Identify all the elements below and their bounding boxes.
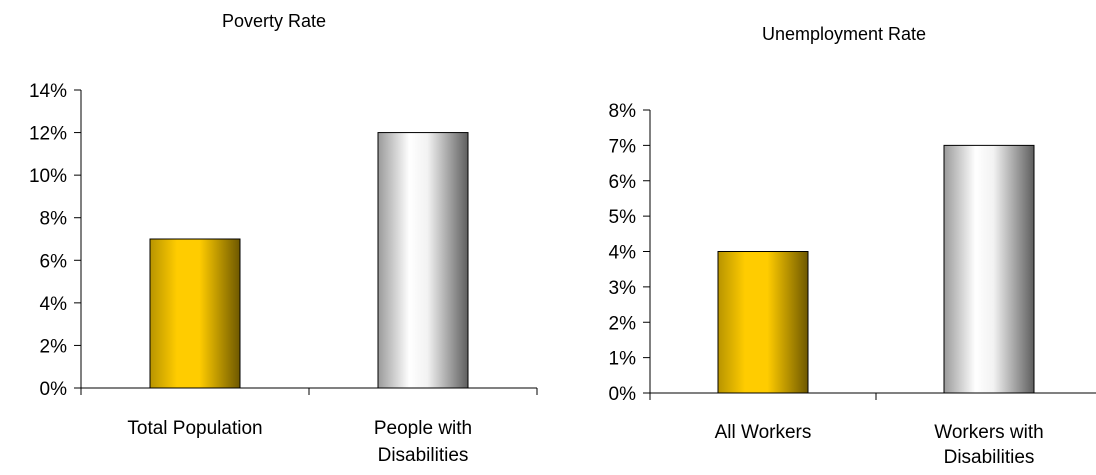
unemployment-y-tick-label: 4%	[609, 243, 637, 264]
poverty-labels: Total Population People with Disabilities	[127, 418, 472, 466]
poverty-axes: 0% 2% 4% 6% 8% 10% 12% 14%	[29, 81, 538, 400]
poverty-y-tick-label: 4%	[40, 294, 68, 315]
unemployment-y-tick-label: 5%	[609, 207, 637, 228]
poverty-category-label-0: Total Population	[127, 418, 262, 439]
unemployment-bar-0	[717, 251, 809, 394]
poverty-bar-1	[377, 132, 469, 389]
unemployment-y-tick-label: 6%	[609, 172, 637, 193]
poverty-chart-title: Poverty Rate	[222, 11, 326, 31]
unemployment-y-tick-label: 1%	[609, 349, 637, 370]
unemployment-chart-title: Unemployment Rate	[762, 24, 926, 44]
unemployment-bars	[717, 144, 1035, 394]
unemployment-y-tick-label: 8%	[609, 101, 637, 122]
poverty-y-tick-label: 2%	[40, 336, 68, 357]
unemployment-y-tick-label: 2%	[609, 313, 637, 334]
poverty-rate-chart: Poverty Rate 0% 2% 4% 6% 8% 10% 12% 14% Total P…	[29, 11, 538, 466]
poverty-y-tick-label: 10%	[29, 166, 67, 187]
unemployment-axes: 0% 1% 2% 3% 4% 5% 6% 7% 8%	[609, 101, 1096, 405]
unemployment-category-label-0: All Workers	[715, 422, 812, 443]
poverty-y-tick-label: 6%	[40, 251, 68, 272]
poverty-y-tick-label: 14%	[29, 81, 67, 102]
unemployment-y-tick-label: 3%	[609, 278, 637, 299]
unemployment-category-label-1: Workers with Disabilities	[934, 422, 1043, 468]
unemployment-y-tick-label: 7%	[609, 136, 637, 157]
poverty-y-tick-label: 8%	[40, 209, 68, 230]
unemployment-rate-chart: Unemployment Rate 0% 1% 2% 3% 4% 5% 6% 7% 8% All…	[609, 24, 1096, 468]
unemployment-labels: All Workers Workers with Disabilities	[715, 422, 1044, 468]
poverty-category-label-1: People with Disabilities	[374, 418, 472, 466]
poverty-y-tick-label: 12%	[29, 124, 67, 145]
poverty-bars	[149, 132, 469, 389]
poverty-y-tick-label: 0%	[40, 379, 68, 400]
unemployment-y-tick-label: 0%	[609, 384, 637, 405]
unemployment-bar-1	[943, 144, 1035, 394]
poverty-bar-0	[149, 238, 241, 389]
